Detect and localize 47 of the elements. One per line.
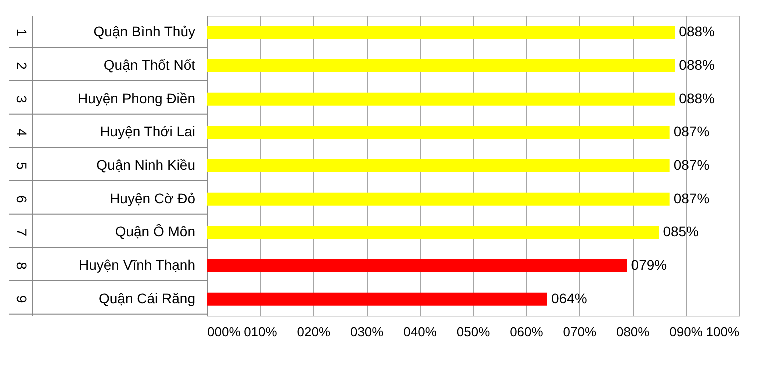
data-label: 087% <box>674 190 710 206</box>
data-label: 088% <box>679 57 715 73</box>
bar <box>207 160 670 172</box>
bar <box>207 292 548 306</box>
y-tick-label: Huyện Cờ Đỏ <box>110 190 196 206</box>
text: 8 <box>14 262 30 270</box>
x-tick-label: 080% <box>616 324 650 340</box>
x-tick-label: 040% <box>404 324 438 340</box>
bar <box>207 126 670 140</box>
data-label: 079% <box>631 257 668 273</box>
data-label: 088% <box>679 24 715 40</box>
text: 3 <box>14 95 30 104</box>
y-tick-label: Quận Thốt Nốt <box>104 57 196 73</box>
y-tick-label: Quận Cái Răng <box>98 290 196 306</box>
bar <box>207 192 670 206</box>
text: 9 <box>14 295 30 304</box>
data-label: 087% <box>674 157 710 173</box>
x-tick-label: 050% <box>456 324 491 340</box>
text: 1 <box>14 28 30 37</box>
y-tick-label: Huyện Thới Lai <box>100 124 196 140</box>
text: 7 <box>14 228 30 237</box>
x-tick-label: 000% <box>208 324 242 340</box>
bar <box>207 260 628 272</box>
y-tick-label: Quận Ô Môn <box>115 224 196 240</box>
bar <box>207 60 676 72</box>
x-tick-label: 030% <box>350 324 384 340</box>
y-tick-label: Huyện Phong Điền <box>78 90 196 106</box>
x-tick-label: 060% <box>510 324 544 340</box>
text: 2 <box>14 62 30 70</box>
bar <box>207 92 676 106</box>
data-label: 085% <box>663 224 700 240</box>
text: 4 <box>14 128 30 137</box>
bar <box>207 26 676 40</box>
x-tick-label: 010% <box>244 324 278 340</box>
x-tick-label: 020% <box>297 324 331 340</box>
y-tick-label: Quận Ninh Kiều <box>96 157 196 173</box>
x-tick-label: 090% <box>670 324 704 340</box>
data-label: 064% <box>551 290 588 306</box>
text: 5 <box>14 162 30 170</box>
text: 6 <box>14 195 30 204</box>
data-label: 088% <box>679 90 715 106</box>
x-tick-label: 100% <box>706 324 740 340</box>
y-tick-label: Quận Bình Thủy <box>94 24 196 40</box>
y-tick-label: Huyện Vĩnh Thạnh <box>79 257 196 273</box>
x-tick-label: 070% <box>563 324 597 340</box>
data-label: 087% <box>674 124 710 140</box>
bar <box>207 226 660 240</box>
